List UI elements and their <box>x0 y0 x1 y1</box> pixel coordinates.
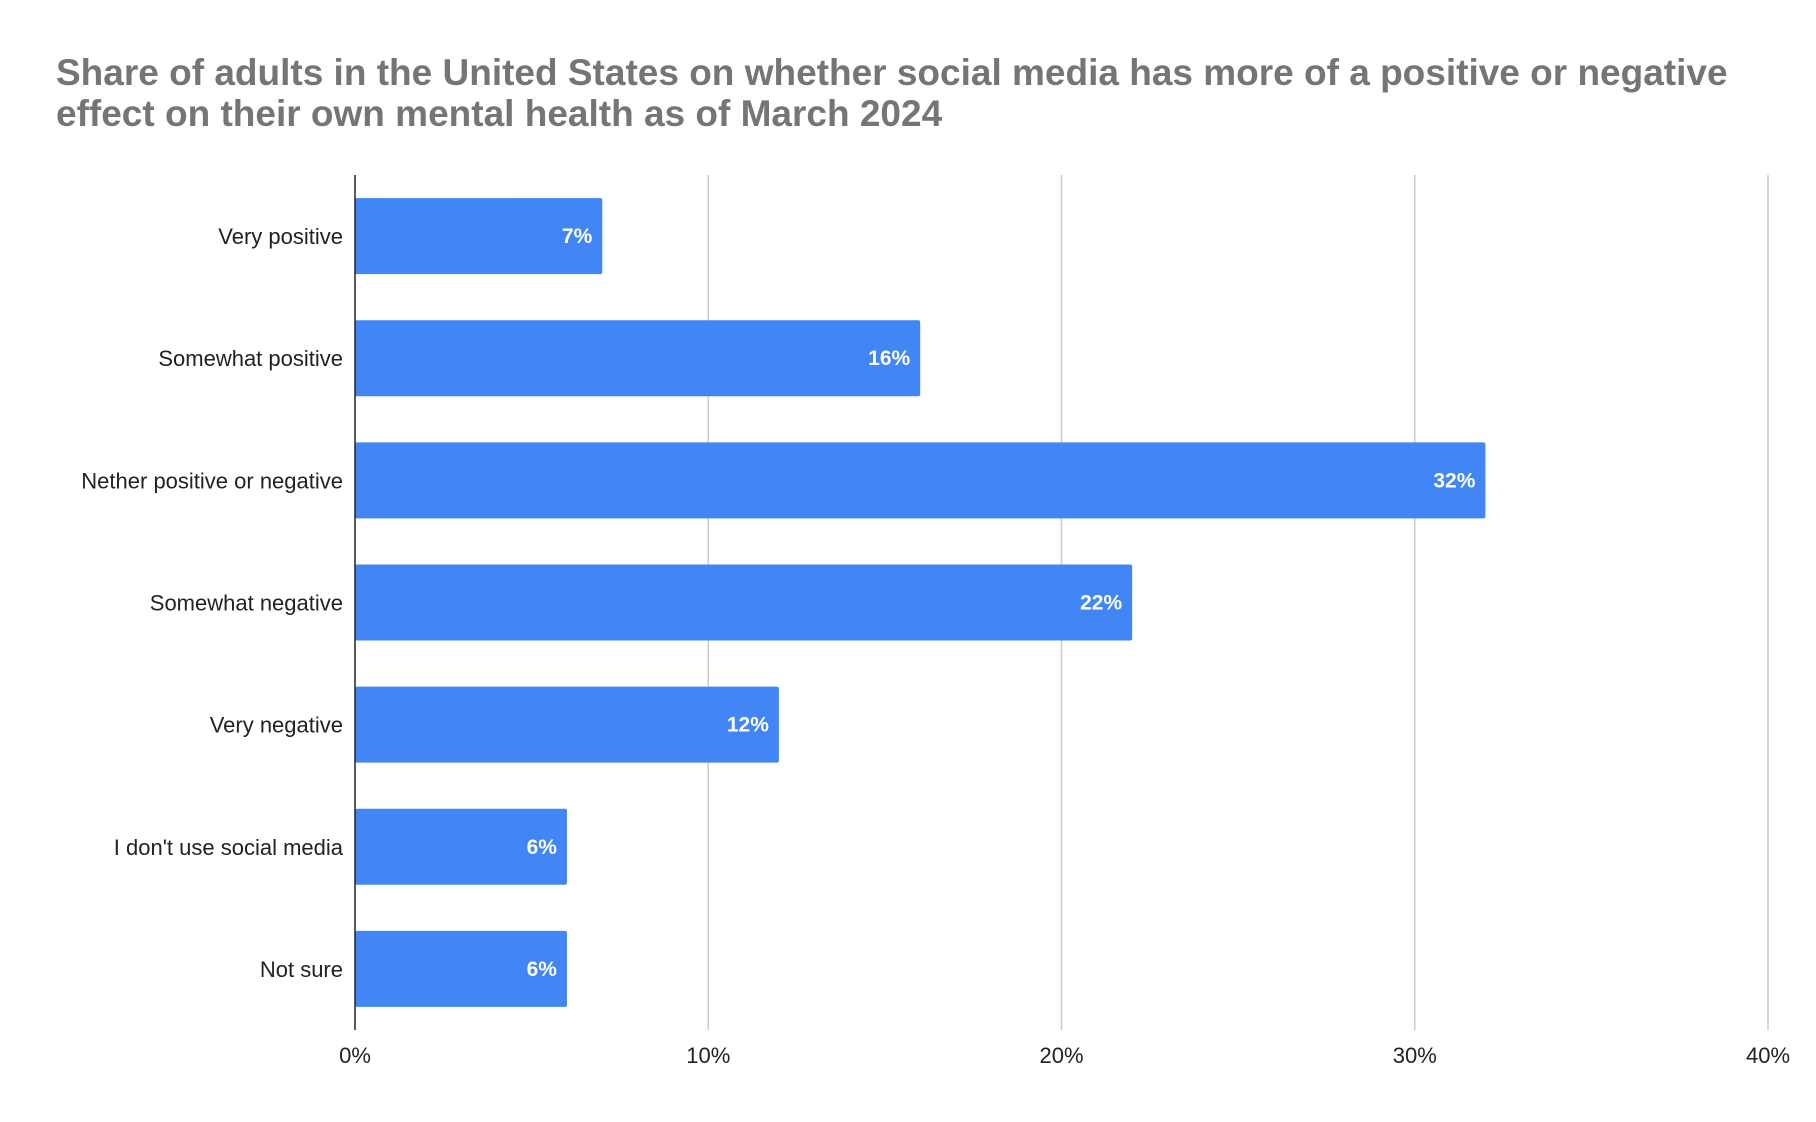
category-label: Somewhat positive <box>158 346 343 371</box>
category-label: Somewhat negative <box>150 591 343 616</box>
x-tick-label: 0% <box>339 1043 371 1068</box>
data-label: 7% <box>562 225 593 248</box>
bar <box>355 442 1486 519</box>
bar <box>355 808 567 885</box>
data-label: 16% <box>868 347 910 370</box>
data-label: 22% <box>1080 592 1122 615</box>
bar <box>355 564 1133 641</box>
bar <box>355 320 921 397</box>
bar <box>355 686 779 763</box>
bar <box>355 930 567 1007</box>
x-tick-label: 40% <box>1746 1043 1790 1068</box>
category-label: Not sure <box>260 957 343 982</box>
data-label: 32% <box>1433 469 1475 492</box>
chart-title: Share of adults in the United States on … <box>56 52 1728 134</box>
bar <box>355 198 603 275</box>
data-label: 6% <box>527 958 558 981</box>
x-tick-label: 20% <box>1039 1043 1083 1068</box>
category-label: I don't use social media <box>114 835 344 860</box>
data-label: 6% <box>527 836 558 859</box>
category-label: Nether positive or negative <box>81 468 343 493</box>
category-label: Very positive <box>218 224 343 249</box>
category-label: Very negative <box>210 713 343 738</box>
x-tick-label: 10% <box>686 1043 730 1068</box>
data-label: 12% <box>727 714 769 737</box>
x-tick-label: 30% <box>1393 1043 1437 1068</box>
